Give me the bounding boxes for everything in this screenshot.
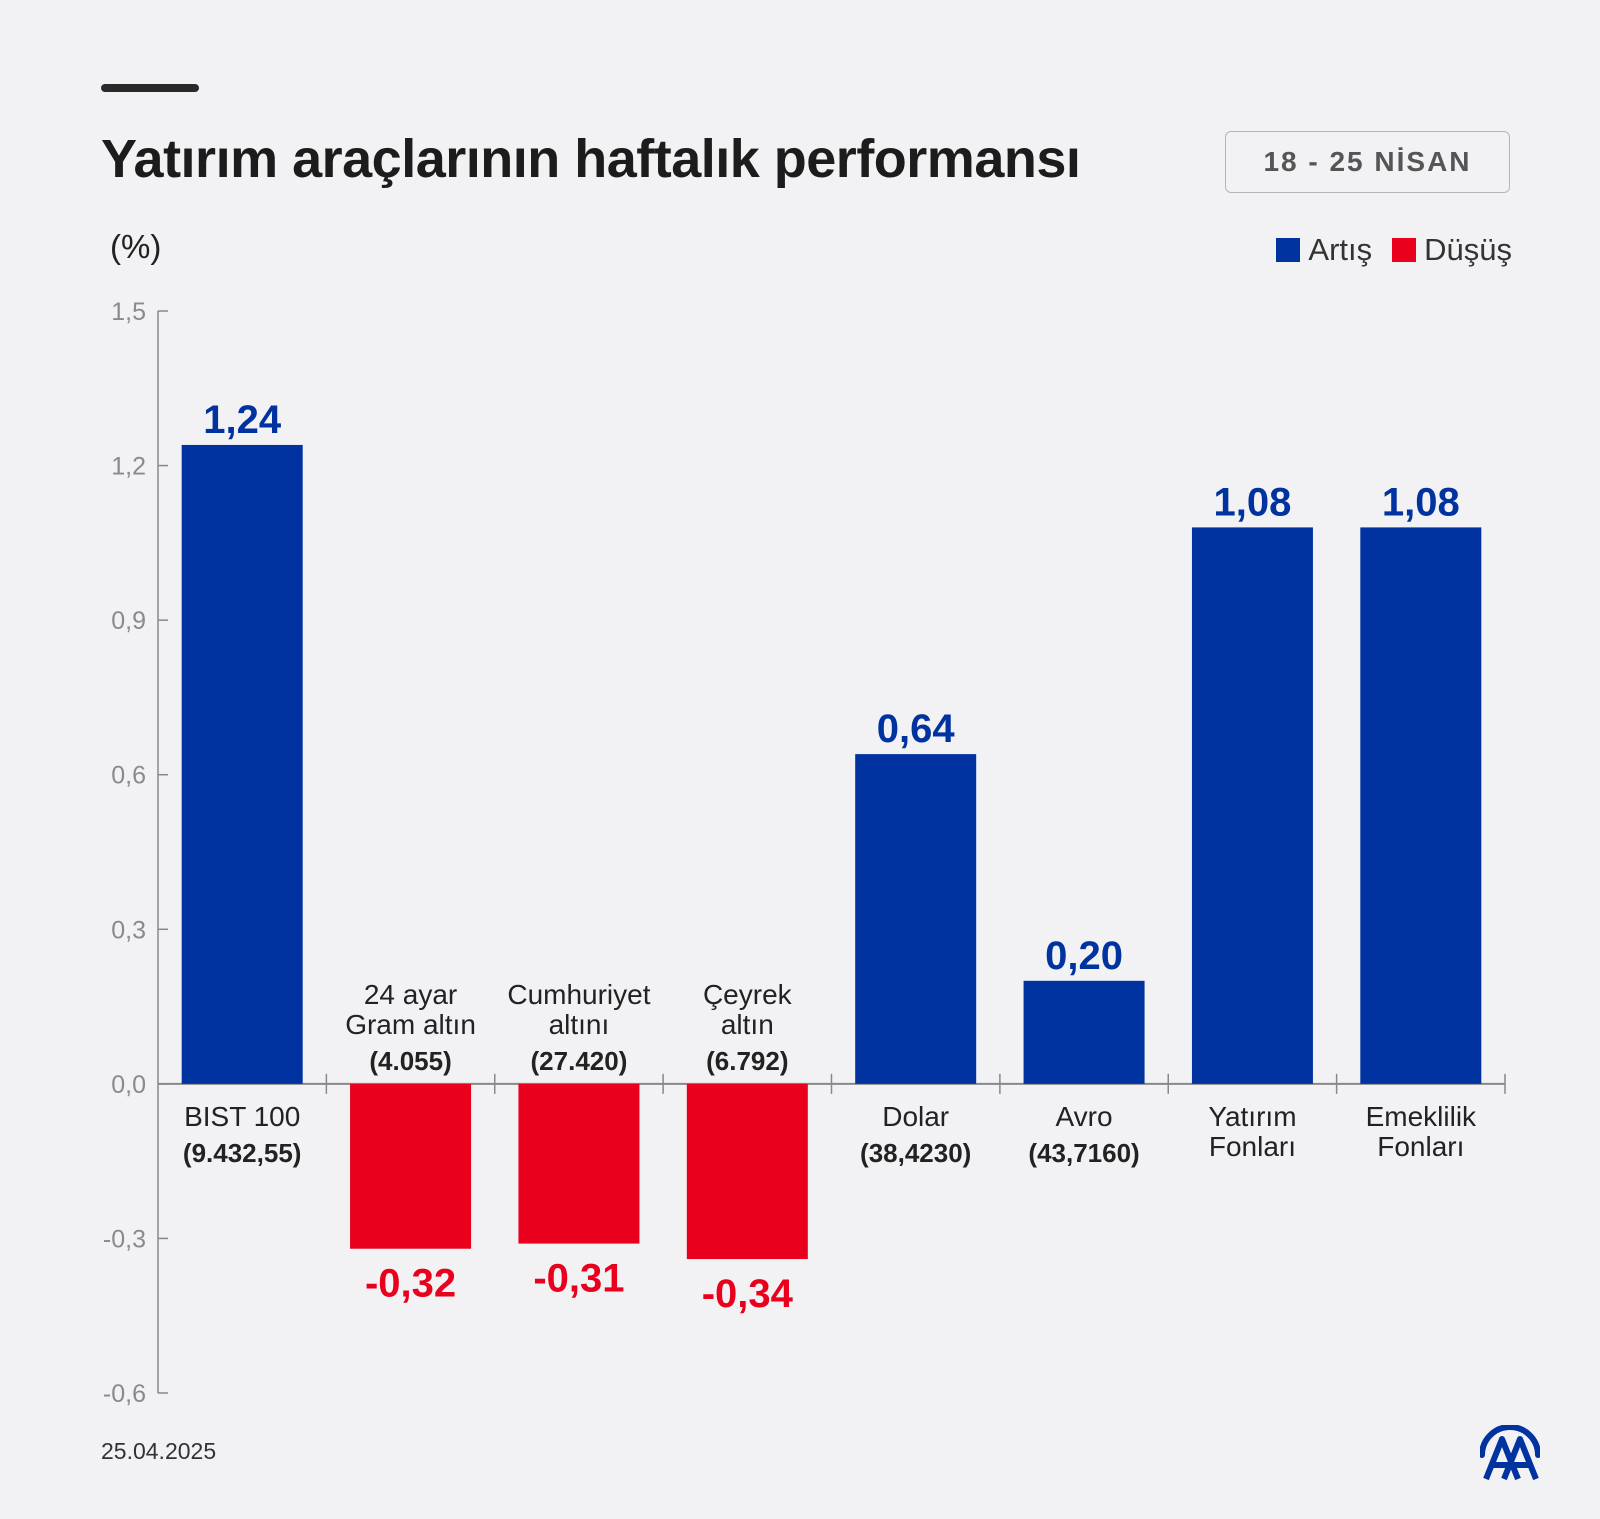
category-label: Fonları xyxy=(1377,1131,1464,1162)
bar xyxy=(1023,980,1145,1084)
y-tick-label: -0,6 xyxy=(103,1380,146,1408)
date-range-badge: 18 - 25 NİSAN xyxy=(1225,131,1510,193)
data-label: -0,31 xyxy=(533,1257,624,1301)
y-tick-label: 0,9 xyxy=(111,607,146,635)
legend-swatch-increase xyxy=(1276,238,1301,262)
legend-swatch-decrease xyxy=(1392,238,1417,262)
bar xyxy=(181,444,303,1084)
bar xyxy=(1191,527,1313,1084)
bar xyxy=(1360,527,1482,1084)
y-tick-label: 0,6 xyxy=(111,762,146,790)
chart-title: Yatırım araçlarının haftalık performansı xyxy=(101,129,1081,189)
data-label: 1,08 xyxy=(1214,480,1292,524)
legend-label-decrease: Düşüş xyxy=(1424,232,1512,267)
category-label: Çeyrek xyxy=(703,979,793,1010)
category-label: Gram altın xyxy=(345,1009,476,1040)
data-label: -0,32 xyxy=(365,1262,456,1306)
data-label: 1,08 xyxy=(1382,480,1460,524)
legend-item-increase: Artış xyxy=(1276,232,1372,268)
data-label: 1,24 xyxy=(203,398,282,442)
bar xyxy=(350,1083,472,1249)
category-label: altın xyxy=(721,1009,774,1040)
data-label: 0,20 xyxy=(1045,934,1123,978)
bar xyxy=(686,1083,808,1260)
unit-label: (%) xyxy=(110,228,162,265)
accent-rule xyxy=(101,84,199,92)
category-label: Yatırım xyxy=(1208,1101,1296,1132)
category-label: Fonları xyxy=(1209,1131,1296,1162)
y-tick-label: -0,3 xyxy=(103,1225,146,1253)
category-label: 24 ayar xyxy=(364,979,457,1010)
category-label: Avro xyxy=(1056,1101,1113,1132)
category-sublabel: (4.055) xyxy=(369,1046,451,1076)
category-label: altını xyxy=(549,1009,610,1040)
footer-date: 25.04.2025 xyxy=(101,1438,217,1464)
aa-logo-icon xyxy=(1480,1425,1540,1481)
y-tick-label: 1,5 xyxy=(111,298,146,326)
data-label: 0,64 xyxy=(877,707,956,751)
category-sublabel: (38,4230) xyxy=(860,1138,971,1168)
legend-item-decrease: Düşüş xyxy=(1392,232,1512,268)
y-tick-label: 1,2 xyxy=(111,453,146,481)
legend-label-increase: Artış xyxy=(1308,232,1373,267)
category-sublabel: (6.792) xyxy=(706,1046,788,1076)
y-tick-label: 0,0 xyxy=(111,1071,146,1099)
bar xyxy=(855,754,977,1084)
category-label: Cumhuriyet xyxy=(507,979,650,1010)
data-label: -0,34 xyxy=(702,1272,794,1316)
legend: Artış Düşüş xyxy=(1256,232,1512,268)
category-label: BIST 100 xyxy=(184,1101,300,1132)
category-sublabel: (9.432,55) xyxy=(183,1138,302,1168)
category-label: Dolar xyxy=(882,1101,949,1132)
y-tick-label: 0,3 xyxy=(111,916,146,944)
category-sublabel: (43,7160) xyxy=(1028,1138,1139,1168)
category-sublabel: (27.420) xyxy=(531,1046,628,1076)
category-label: Emeklilik xyxy=(1366,1101,1477,1132)
bar xyxy=(518,1083,640,1244)
